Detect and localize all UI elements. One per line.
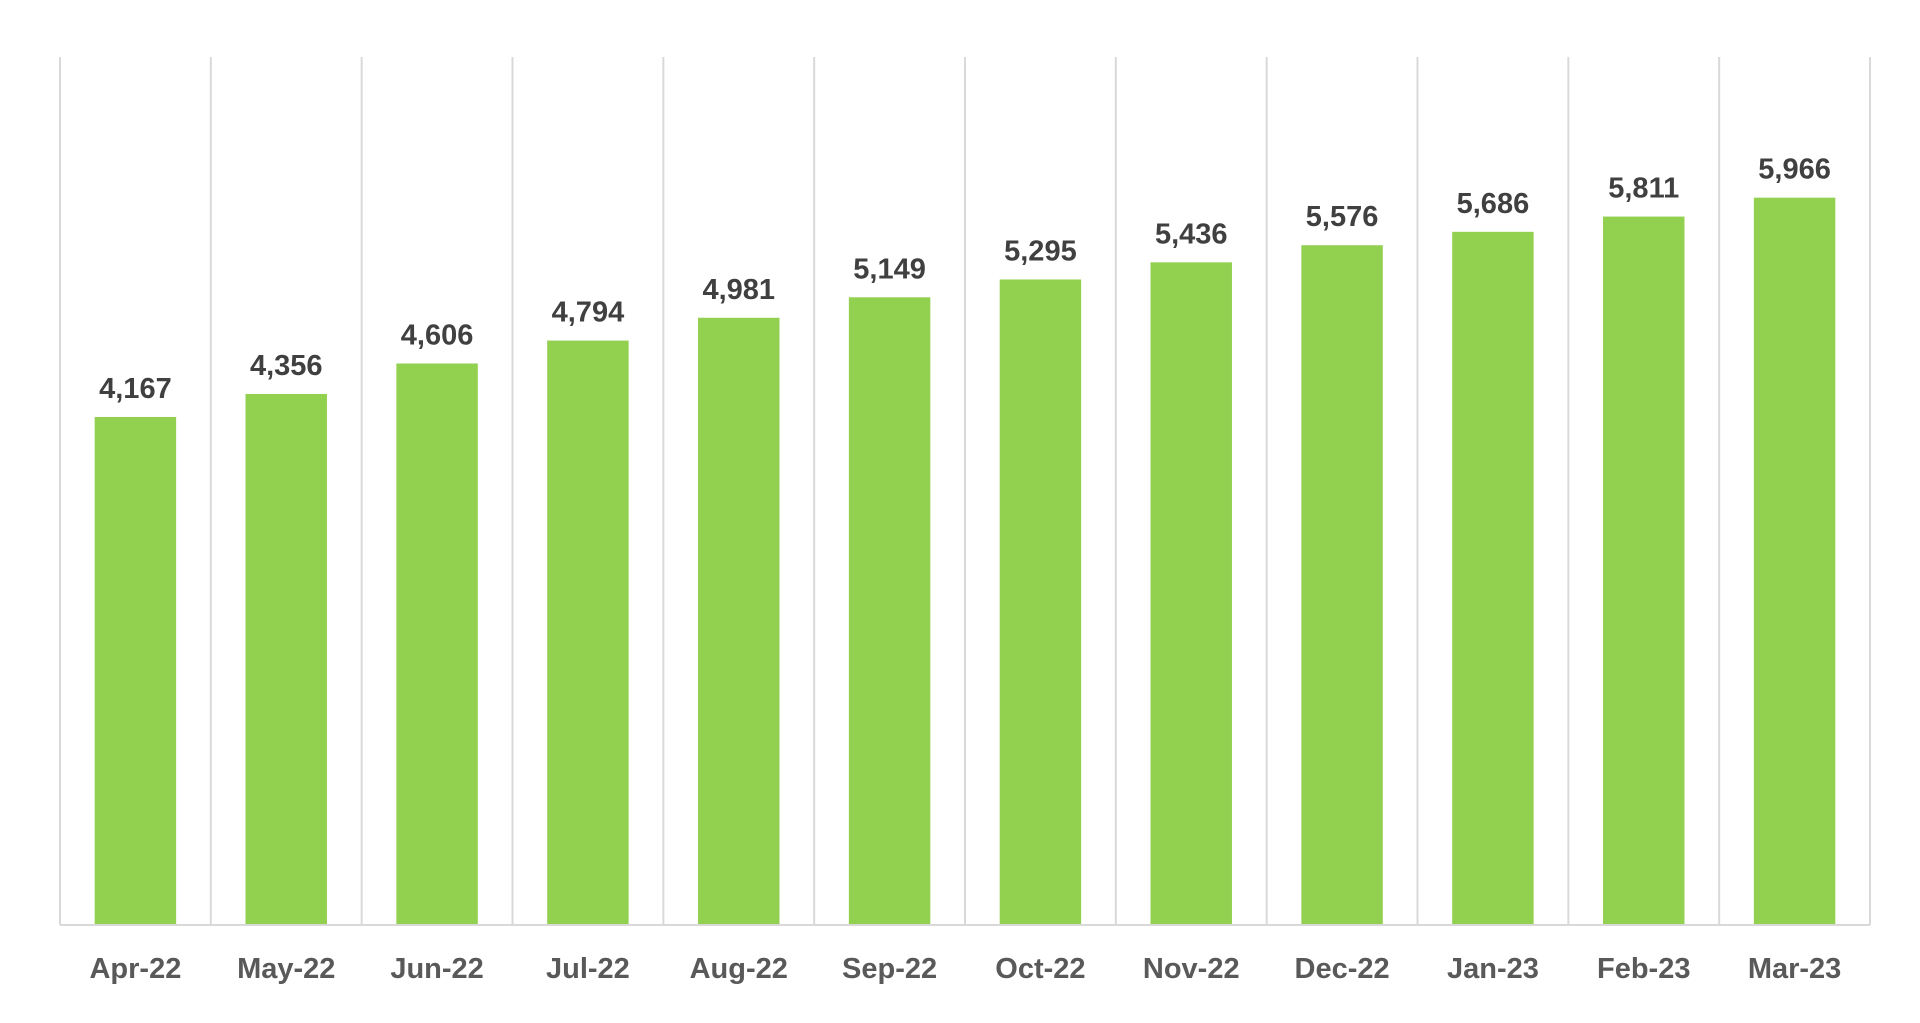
- data-label: 4,981: [702, 274, 775, 306]
- bar: [698, 317, 780, 925]
- bar: [848, 297, 931, 926]
- x-tick-label: Jun-22: [390, 953, 483, 985]
- data-label: 5,149: [853, 253, 926, 285]
- data-label: 5,436: [1155, 218, 1228, 250]
- data-label: 5,576: [1306, 201, 1379, 233]
- x-tick-label: Mar-23: [1748, 953, 1842, 985]
- x-tick-label: Oct-22: [995, 953, 1085, 985]
- data-labels: 4,167 4,356 4,606 4,794 4,981 5,149 5,295 5,436…: [99, 154, 1831, 405]
- x-tick-label: May-22: [237, 953, 335, 985]
- data-label: 5,295: [1004, 235, 1077, 267]
- x-tick-label: Feb-23: [1597, 953, 1690, 985]
- bar: [245, 393, 327, 925]
- bar: [1452, 231, 1534, 926]
- x-tick-label: Aug-22: [690, 953, 788, 985]
- bars: [94, 197, 1836, 926]
- data-label: 4,167: [99, 373, 172, 405]
- x-tick-label: Dec-22: [1295, 953, 1390, 985]
- data-label: 4,606: [401, 319, 474, 351]
- bar: [999, 279, 1082, 925]
- x-tick-labels: Apr-22 May-22 Jun-22 Jul-22 Aug-22 Sep-22 Oct-…: [89, 953, 1841, 985]
- data-label: 5,686: [1457, 188, 1530, 220]
- x-tick-label: Sep-22: [842, 953, 937, 985]
- bar: [1753, 197, 1836, 925]
- x-tick-label: Jan-23: [1447, 953, 1539, 985]
- bar: [1603, 216, 1685, 926]
- bar: [1301, 245, 1383, 925]
- x-tick-label: Nov-22: [1143, 953, 1240, 985]
- bar: [1150, 262, 1232, 925]
- bar: [396, 363, 478, 925]
- gridlines: [59, 57, 1871, 925]
- bar: [547, 340, 629, 925]
- data-label: 4,794: [552, 297, 625, 329]
- x-tick-label: Jul-22: [546, 953, 630, 985]
- x-tick-label: Apr-22: [89, 953, 181, 985]
- bar: [94, 417, 177, 925]
- data-label: 5,811: [1608, 173, 1679, 205]
- data-label: 5,966: [1758, 154, 1831, 186]
- data-label: 4,356: [250, 350, 323, 382]
